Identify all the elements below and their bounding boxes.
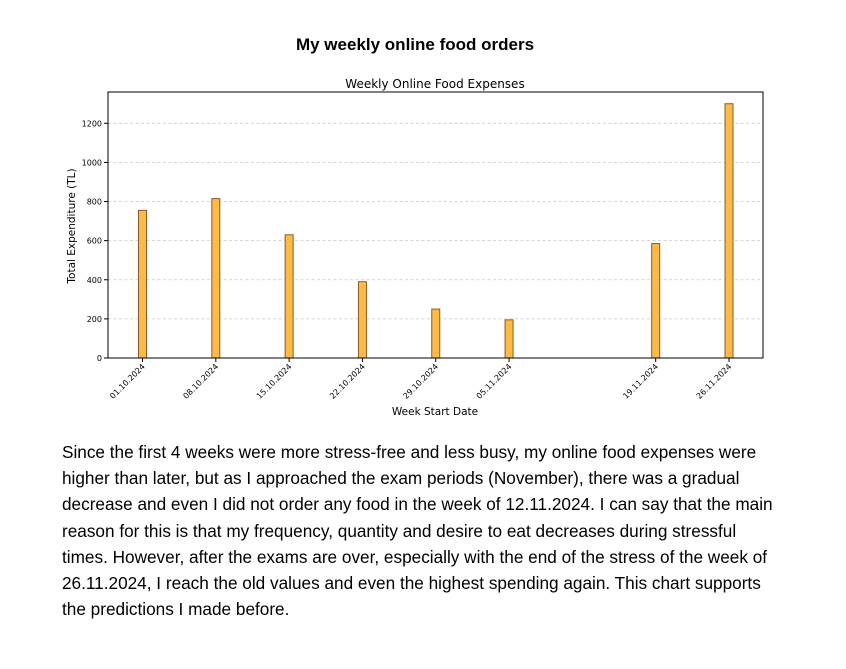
bar xyxy=(211,198,221,359)
description-paragraph: Since the first 4 weeks were more stress… xyxy=(62,442,773,620)
x-axis-label: Week Start Date xyxy=(392,406,478,418)
x-tick-label: 01.10.2024 xyxy=(108,362,147,401)
bar xyxy=(357,281,367,359)
chart-title: Weekly Online Food Expenses xyxy=(345,77,524,91)
x-tick-label: 08.10.2024 xyxy=(181,362,220,401)
bar xyxy=(138,209,147,359)
page-heading: My weekly online food orders xyxy=(295,35,535,54)
y-tick-label: 800 xyxy=(87,198,102,207)
bar xyxy=(284,234,294,359)
x-tick-label: 15.10.2024 xyxy=(255,362,294,401)
bar xyxy=(651,243,661,359)
y-tick-label: 600 xyxy=(87,237,102,246)
bar xyxy=(504,319,514,359)
y-tick-label: 200 xyxy=(87,315,102,324)
bar xyxy=(431,308,441,359)
y-axis-ticks: 0 200 400 600 800 1000 1200 xyxy=(82,119,108,363)
y-axis-label: Total Expenditure (TL) xyxy=(66,168,78,284)
y-tick-label: 1200 xyxy=(82,119,102,128)
x-tick-label: 19.11.2024 xyxy=(621,362,660,401)
x-axis-ticks: 01.10.2024 08.10.2024 15.10.2024 22.10.2024… xyxy=(108,358,733,401)
x-tick-label: 26.11.2024 xyxy=(695,362,734,401)
bars xyxy=(138,103,734,359)
bar xyxy=(724,103,734,359)
x-tick-label: 22.10.2024 xyxy=(328,362,367,401)
bar-chart: Weekly Online Food Expenses 0 200 400 600 80… xyxy=(66,77,764,418)
grid-lines xyxy=(108,122,763,320)
x-tick-label: 29.10.2024 xyxy=(401,362,440,401)
y-tick-label: 0 xyxy=(97,354,102,363)
x-tick-label: 05.11.2024 xyxy=(475,362,514,401)
y-tick-label: 400 xyxy=(87,276,102,285)
y-tick-label: 1000 xyxy=(82,158,102,167)
